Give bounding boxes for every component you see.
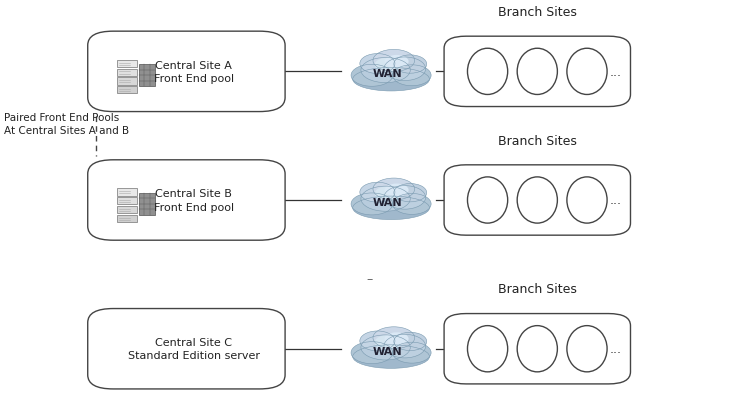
Text: Branch Sites: Branch Sites [498, 6, 577, 19]
Ellipse shape [385, 56, 409, 69]
FancyBboxPatch shape [88, 160, 285, 241]
Bar [117, 198, 137, 205]
Ellipse shape [353, 68, 430, 92]
Ellipse shape [361, 59, 410, 83]
Bar [117, 189, 137, 196]
Bar [117, 69, 137, 77]
Ellipse shape [394, 184, 427, 203]
Ellipse shape [374, 187, 402, 201]
Bar [117, 207, 137, 214]
Text: WAN: WAN [373, 69, 402, 79]
Ellipse shape [351, 65, 393, 87]
Ellipse shape [567, 177, 607, 224]
Text: Branch Sites: Branch Sites [498, 283, 577, 296]
Ellipse shape [353, 345, 430, 369]
Ellipse shape [394, 332, 427, 351]
Ellipse shape [351, 193, 393, 215]
Ellipse shape [373, 50, 414, 72]
Bar [117, 215, 137, 223]
Ellipse shape [360, 183, 395, 203]
Ellipse shape [468, 49, 508, 95]
Ellipse shape [360, 331, 395, 351]
Ellipse shape [351, 342, 393, 364]
Ellipse shape [518, 177, 558, 224]
Text: WAN: WAN [373, 346, 402, 356]
Text: –: – [366, 272, 372, 285]
Bar [139, 65, 155, 87]
Text: Central Site C
Standard Edition server: Central Site C Standard Edition server [128, 337, 260, 360]
Ellipse shape [394, 56, 427, 74]
Bar [117, 87, 137, 94]
Ellipse shape [385, 184, 409, 197]
Ellipse shape [374, 335, 402, 350]
Ellipse shape [567, 49, 607, 95]
Ellipse shape [393, 342, 431, 363]
Ellipse shape [353, 196, 430, 220]
Bar [117, 78, 137, 85]
Ellipse shape [373, 327, 414, 349]
Text: ...: ... [610, 342, 621, 355]
Text: ...: ... [610, 194, 621, 207]
FancyBboxPatch shape [88, 309, 285, 389]
FancyBboxPatch shape [88, 32, 285, 112]
Ellipse shape [393, 194, 431, 215]
Bar [117, 61, 137, 68]
Ellipse shape [384, 334, 425, 358]
Text: Paired Front End Pools
At Central Sites A and B: Paired Front End Pools At Central Sites … [4, 113, 129, 136]
Ellipse shape [361, 335, 410, 360]
Ellipse shape [468, 326, 508, 372]
Ellipse shape [361, 187, 410, 212]
Text: Central Site B
Front End pool: Central Site B Front End pool [154, 189, 234, 212]
Text: Central Site A
Front End pool: Central Site A Front End pool [154, 61, 234, 84]
Text: WAN: WAN [373, 198, 402, 207]
Ellipse shape [468, 177, 508, 224]
Ellipse shape [374, 59, 402, 73]
Ellipse shape [360, 55, 395, 74]
FancyBboxPatch shape [444, 314, 630, 384]
FancyBboxPatch shape [444, 166, 630, 236]
Ellipse shape [373, 178, 414, 200]
Text: ...: ... [610, 66, 621, 79]
Ellipse shape [384, 186, 425, 210]
Ellipse shape [385, 332, 409, 346]
Ellipse shape [393, 66, 431, 87]
Ellipse shape [518, 49, 558, 95]
Ellipse shape [384, 58, 425, 81]
FancyBboxPatch shape [444, 37, 630, 107]
Bar [139, 193, 155, 215]
Ellipse shape [567, 326, 607, 372]
Text: Branch Sites: Branch Sites [498, 134, 577, 147]
Ellipse shape [518, 326, 558, 372]
